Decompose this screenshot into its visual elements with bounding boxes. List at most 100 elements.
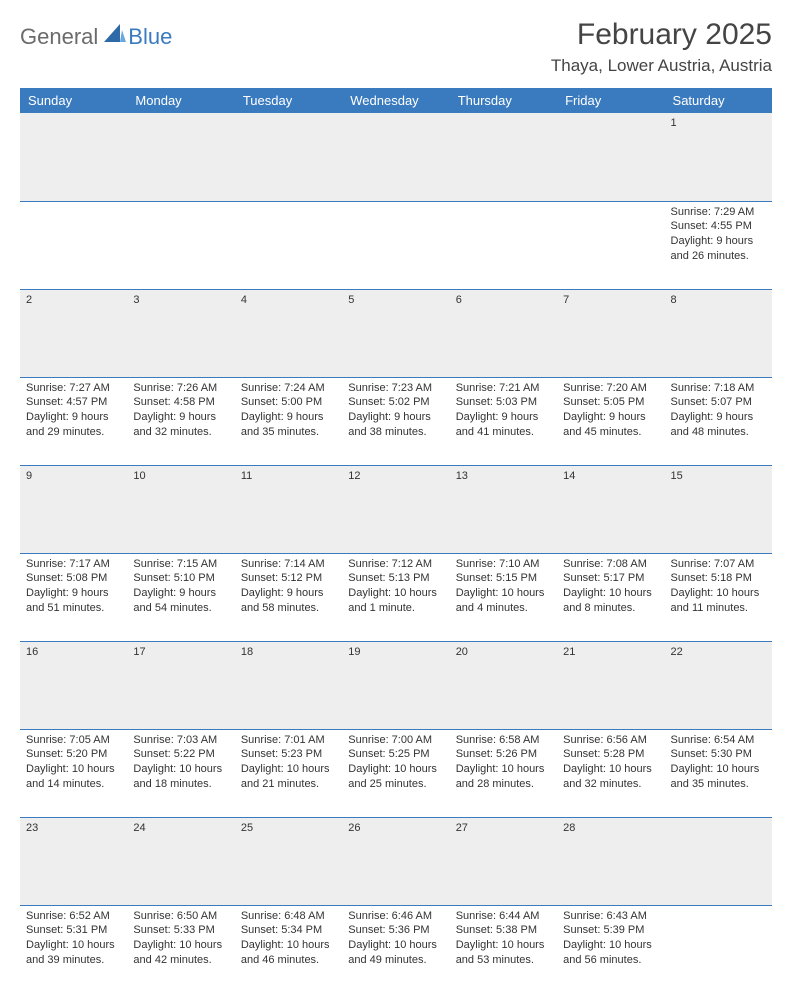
- day-number: 26: [342, 817, 449, 905]
- day-number: 27: [450, 817, 557, 905]
- day-cell: Sunrise: 6:50 AMSunset: 5:33 PMDaylight:…: [127, 905, 234, 993]
- sunset-text: Sunset: 4:58 PM: [133, 395, 228, 410]
- sunrise-text: Sunrise: 6:43 AM: [563, 909, 658, 924]
- day-cell: Sunrise: 7:29 AMSunset: 4:55 PMDaylight:…: [665, 201, 772, 289]
- col-thursday: Thursday: [450, 88, 557, 113]
- day-cell: [127, 201, 234, 289]
- day-number: 22: [665, 641, 772, 729]
- day-cell: Sunrise: 6:56 AMSunset: 5:28 PMDaylight:…: [557, 729, 664, 817]
- sunrise-text: Sunrise: 7:12 AM: [348, 557, 443, 572]
- sunrise-text: Sunrise: 6:58 AM: [456, 733, 551, 748]
- sunrise-text: Sunrise: 7:18 AM: [671, 381, 766, 396]
- day-number: 9: [20, 465, 127, 553]
- logo-text-1: General: [20, 24, 98, 50]
- daylight-text: Daylight: 10 hours and 14 minutes.: [26, 762, 121, 792]
- day-number: 1: [665, 113, 772, 201]
- day-cell: Sunrise: 7:00 AMSunset: 5:25 PMDaylight:…: [342, 729, 449, 817]
- day-cell: Sunrise: 7:14 AMSunset: 5:12 PMDaylight:…: [235, 553, 342, 641]
- daylight-text: Daylight: 9 hours and 54 minutes.: [133, 586, 228, 616]
- sunset-text: Sunset: 5:26 PM: [456, 747, 551, 762]
- daylight-text: Daylight: 10 hours and 39 minutes.: [26, 938, 121, 968]
- daylight-text: Daylight: 10 hours and 32 minutes.: [563, 762, 658, 792]
- day-cell: Sunrise: 7:08 AMSunset: 5:17 PMDaylight:…: [557, 553, 664, 641]
- day-cell: Sunrise: 6:46 AMSunset: 5:36 PMDaylight:…: [342, 905, 449, 993]
- day-cell: Sunrise: 6:44 AMSunset: 5:38 PMDaylight:…: [450, 905, 557, 993]
- sunset-text: Sunset: 5:25 PM: [348, 747, 443, 762]
- day-number: 17: [127, 641, 234, 729]
- sunrise-text: Sunrise: 6:54 AM: [671, 733, 766, 748]
- daylight-text: Daylight: 10 hours and 46 minutes.: [241, 938, 336, 968]
- col-saturday: Saturday: [665, 88, 772, 113]
- day-number: 19: [342, 641, 449, 729]
- day-number: 7: [557, 289, 664, 377]
- sunset-text: Sunset: 5:08 PM: [26, 571, 121, 586]
- sunrise-text: Sunrise: 6:48 AM: [241, 909, 336, 924]
- daynum-row: 16171819202122: [20, 641, 772, 729]
- daylight-text: Daylight: 9 hours and 51 minutes.: [26, 586, 121, 616]
- sunset-text: Sunset: 5:03 PM: [456, 395, 551, 410]
- day-info-row: Sunrise: 6:52 AMSunset: 5:31 PMDaylight:…: [20, 905, 772, 993]
- col-sunday: Sunday: [20, 88, 127, 113]
- day-cell: Sunrise: 6:43 AMSunset: 5:39 PMDaylight:…: [557, 905, 664, 993]
- sunset-text: Sunset: 5:22 PM: [133, 747, 228, 762]
- daylight-text: Daylight: 10 hours and 18 minutes.: [133, 762, 228, 792]
- sunrise-text: Sunrise: 7:26 AM: [133, 381, 228, 396]
- day-number: 12: [342, 465, 449, 553]
- day-number: 23: [20, 817, 127, 905]
- daynum-row: 1: [20, 113, 772, 201]
- day-info-row: Sunrise: 7:05 AMSunset: 5:20 PMDaylight:…: [20, 729, 772, 817]
- day-cell: Sunrise: 7:01 AMSunset: 5:23 PMDaylight:…: [235, 729, 342, 817]
- day-cell: Sunrise: 7:24 AMSunset: 5:00 PMDaylight:…: [235, 377, 342, 465]
- daylight-text: Daylight: 10 hours and 21 minutes.: [241, 762, 336, 792]
- day-cell: Sunrise: 7:05 AMSunset: 5:20 PMDaylight:…: [20, 729, 127, 817]
- sunset-text: Sunset: 5:17 PM: [563, 571, 658, 586]
- sunrise-text: Sunrise: 7:07 AM: [671, 557, 766, 572]
- day-cell: [665, 905, 772, 993]
- sunrise-text: Sunrise: 7:10 AM: [456, 557, 551, 572]
- day-cell: Sunrise: 7:20 AMSunset: 5:05 PMDaylight:…: [557, 377, 664, 465]
- day-number: 11: [235, 465, 342, 553]
- daylight-text: Daylight: 9 hours and 35 minutes.: [241, 410, 336, 440]
- daylight-text: Daylight: 9 hours and 29 minutes.: [26, 410, 121, 440]
- sunset-text: Sunset: 4:55 PM: [671, 219, 766, 234]
- sunrise-text: Sunrise: 7:23 AM: [348, 381, 443, 396]
- col-wednesday: Wednesday: [342, 88, 449, 113]
- sunset-text: Sunset: 5:12 PM: [241, 571, 336, 586]
- daylight-text: Daylight: 10 hours and 49 minutes.: [348, 938, 443, 968]
- day-cell: [20, 201, 127, 289]
- daylight-text: Daylight: 9 hours and 48 minutes.: [671, 410, 766, 440]
- calendar-table: Sunday Monday Tuesday Wednesday Thursday…: [20, 88, 772, 993]
- day-cell: Sunrise: 7:15 AMSunset: 5:10 PMDaylight:…: [127, 553, 234, 641]
- day-number: [342, 113, 449, 201]
- sunset-text: Sunset: 5:10 PM: [133, 571, 228, 586]
- day-cell: [450, 201, 557, 289]
- sunrise-text: Sunrise: 6:44 AM: [456, 909, 551, 924]
- sunrise-text: Sunrise: 7:20 AM: [563, 381, 658, 396]
- daylight-text: Daylight: 10 hours and 28 minutes.: [456, 762, 551, 792]
- day-number: 25: [235, 817, 342, 905]
- sunset-text: Sunset: 5:38 PM: [456, 923, 551, 938]
- sunrise-text: Sunrise: 6:52 AM: [26, 909, 121, 924]
- sunrise-text: Sunrise: 7:24 AM: [241, 381, 336, 396]
- daylight-text: Daylight: 9 hours and 32 minutes.: [133, 410, 228, 440]
- day-cell: Sunrise: 6:58 AMSunset: 5:26 PMDaylight:…: [450, 729, 557, 817]
- sunset-text: Sunset: 5:33 PM: [133, 923, 228, 938]
- day-cell: Sunrise: 7:26 AMSunset: 4:58 PMDaylight:…: [127, 377, 234, 465]
- logo-text-2: Blue: [128, 24, 172, 50]
- sunset-text: Sunset: 5:05 PM: [563, 395, 658, 410]
- sunrise-text: Sunrise: 7:27 AM: [26, 381, 121, 396]
- day-number: [665, 817, 772, 905]
- daynum-row: 9101112131415: [20, 465, 772, 553]
- day-number: 20: [450, 641, 557, 729]
- weekday-header-row: Sunday Monday Tuesday Wednesday Thursday…: [20, 88, 772, 113]
- day-number: 5: [342, 289, 449, 377]
- daylight-text: Daylight: 10 hours and 4 minutes.: [456, 586, 551, 616]
- daynum-row: 2345678: [20, 289, 772, 377]
- sunset-text: Sunset: 5:31 PM: [26, 923, 121, 938]
- daylight-text: Daylight: 9 hours and 26 minutes.: [671, 234, 766, 264]
- daylight-text: Daylight: 10 hours and 53 minutes.: [456, 938, 551, 968]
- daylight-text: Daylight: 9 hours and 58 minutes.: [241, 586, 336, 616]
- day-number: 21: [557, 641, 664, 729]
- location: Thaya, Lower Austria, Austria: [551, 56, 772, 76]
- day-number: 24: [127, 817, 234, 905]
